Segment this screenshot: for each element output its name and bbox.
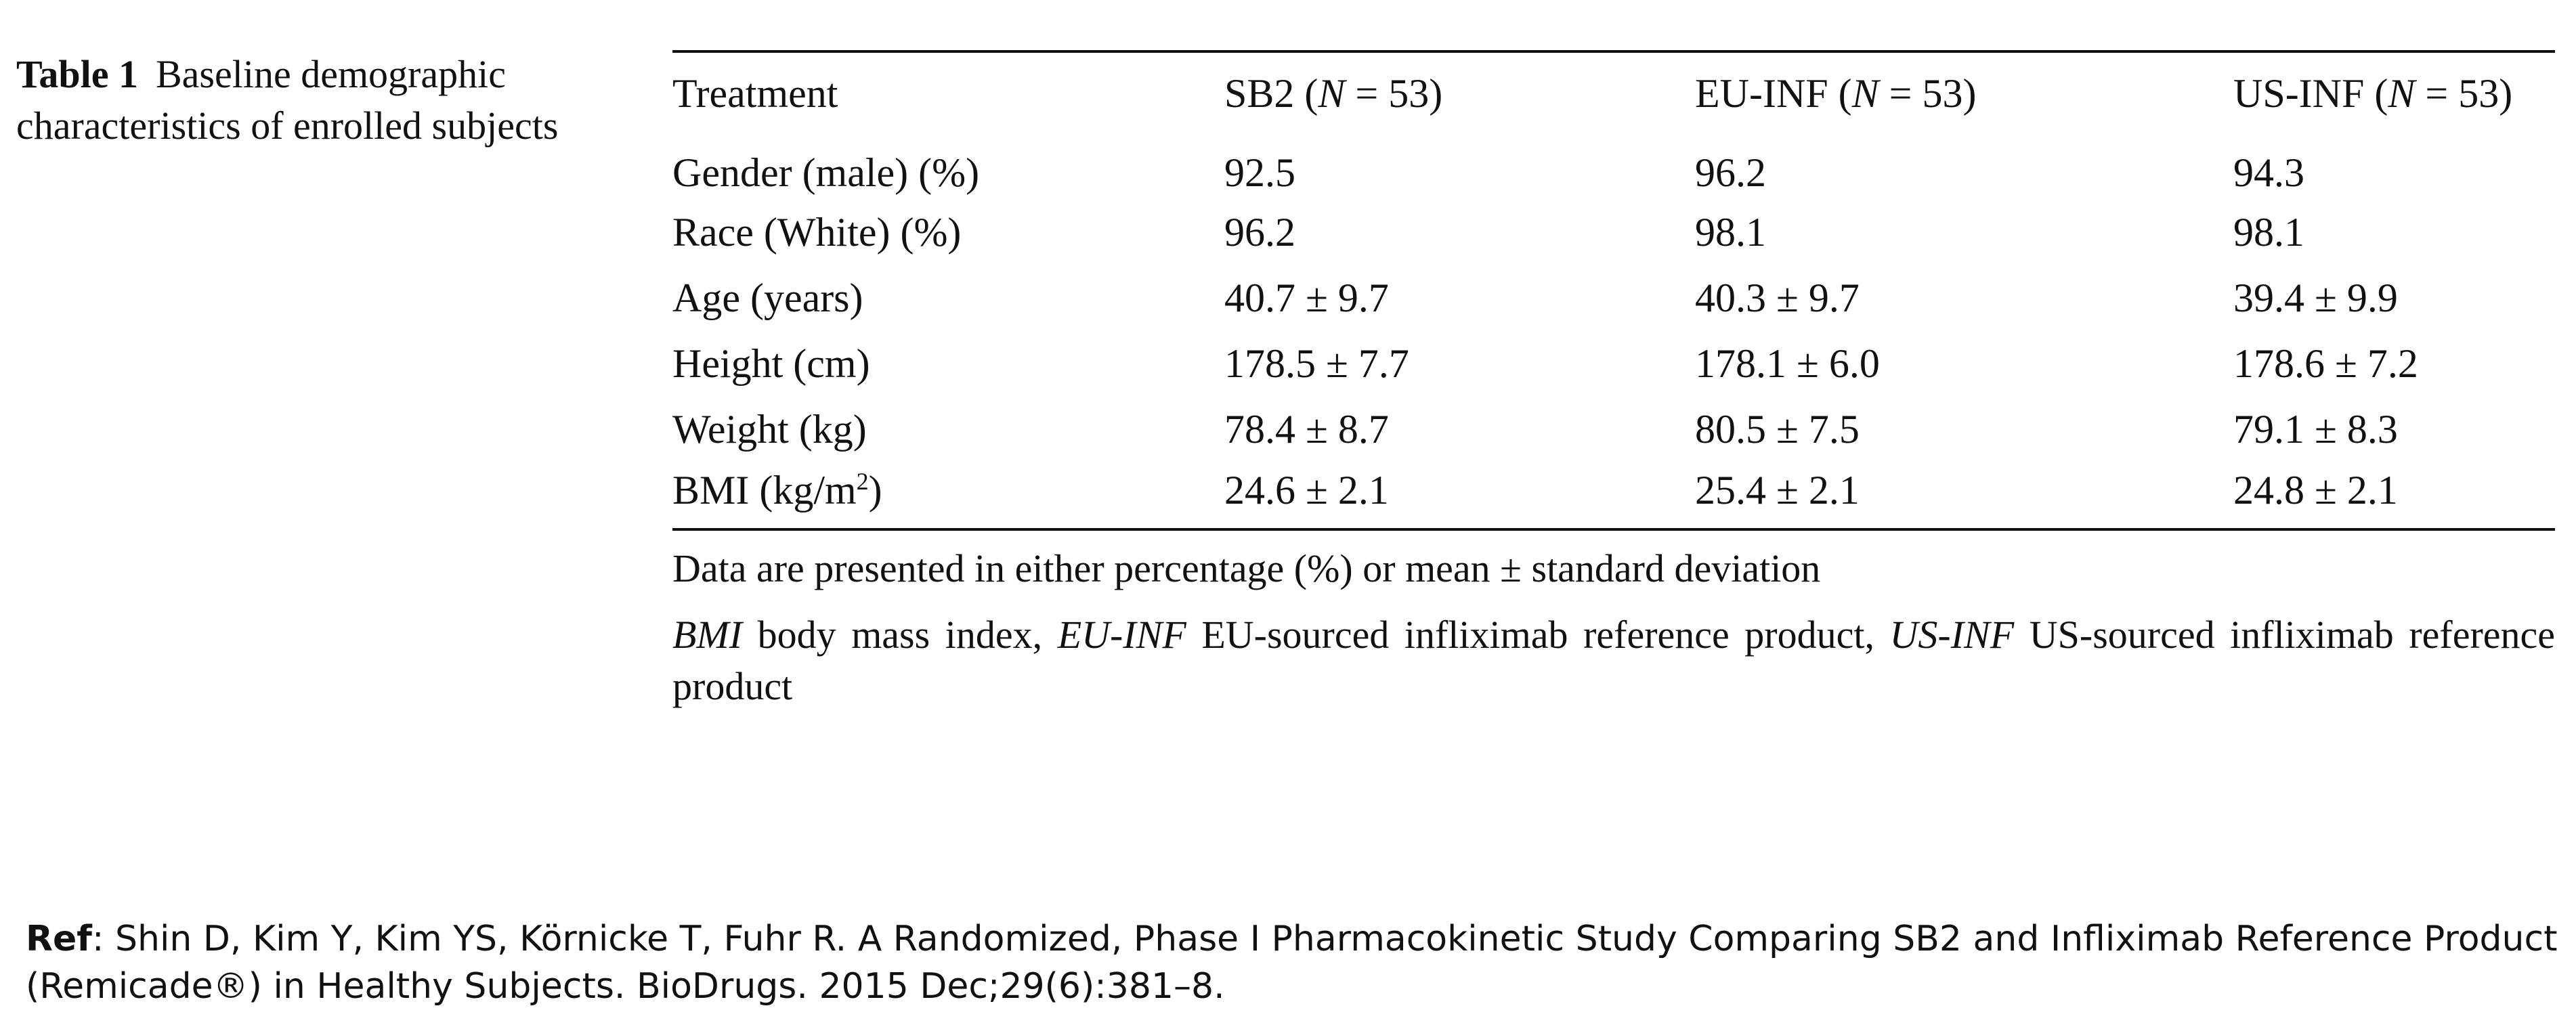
table-cell: 40.3 ± 9.7 [1695, 276, 1860, 320]
table-cell: 98.1 [1695, 210, 1766, 255]
table-row: Race (White) (%) 96.2 98.1 98.1 [672, 200, 2555, 265]
table-top-rule [672, 50, 2555, 53]
table-cell: 24.6 ± 2.1 [1224, 468, 1389, 512]
row-label: BMI (kg/m2) [672, 468, 882, 512]
table-caption-label: Table 1 [16, 52, 138, 96]
reference-citation: Ref: Shin D, Kim Y, Kim YS, Körnicke T, … [26, 915, 2558, 1010]
reference-text: : Shin D, Kim Y, Kim YS, Körnicke T, Fuh… [26, 919, 2558, 1007]
table-cell: 79.1 ± 8.3 [2233, 407, 2398, 452]
table-container: Treatment SB2 (N = 53) EU-INF (N = 53) U… [672, 50, 2555, 727]
header-eu-inf: EU-INF (N = 53) [1695, 70, 1977, 116]
table-body: Gender (male) (%) 92.5 96.2 94.3 Race (White… [672, 134, 2555, 528]
row-label: Race (White) (%) [672, 210, 962, 255]
demographics-table: Treatment SB2 (N = 53) EU-INF (N = 53) U… [672, 53, 2555, 528]
abbreviation-note: BMI body mass index, EU-INF EU-sourced i… [672, 613, 2556, 708]
header-sb2: SB2 (N = 53) [1224, 70, 1443, 116]
row-label: Height (cm) [672, 341, 870, 386]
reference-label: Ref [26, 919, 92, 959]
table-cell: 96.2 [1224, 210, 1295, 255]
row-label: Gender (male) (%) [672, 150, 980, 195]
table-header-row: Treatment SB2 (N = 53) EU-INF (N = 53) U… [672, 53, 2555, 134]
data-note: Data are presented in either percentage … [672, 546, 1821, 590]
table-caption: Table 1 Baseline demographic characterist… [16, 49, 626, 152]
table-cell: 25.4 ± 2.1 [1695, 468, 1860, 512]
table-notes: Data are presented in either percentage … [672, 543, 2555, 712]
table-cell: 178.6 ± 7.2 [2233, 341, 2418, 386]
table-cell: 98.1 [2233, 210, 2304, 255]
abbr-us-inf: US-INF [1889, 613, 2015, 657]
header-treatment: Treatment [672, 70, 838, 116]
table-cell: 40.7 ± 9.7 [1224, 276, 1389, 320]
table-caption-text: Baseline demographic characteristics of … [16, 52, 559, 148]
abbr-eu-inf: EU-INF [1057, 613, 1186, 657]
abbr-bmi: BMI [672, 613, 743, 657]
table-bottom-rule [672, 528, 2555, 531]
header-us-inf: US-INF (N = 53) [2233, 70, 2513, 116]
table-row: Gender (male) (%) 92.5 96.2 94.3 [672, 134, 2555, 200]
table-cell: 24.8 ± 2.1 [2233, 468, 2398, 512]
table-cell: 78.4 ± 8.7 [1224, 407, 1389, 452]
table-row: Weight (kg) 78.4 ± 8.7 80.5 ± 7.5 79.1 ± 8.… [672, 397, 2555, 462]
table-cell: 92.5 [1224, 150, 1295, 195]
table-cell: 94.3 [2233, 150, 2304, 195]
table-cell: 178.1 ± 6.0 [1695, 341, 1880, 386]
table-row: Age (years) 40.7 ± 9.7 40.3 ± 9.7 39.4 ± 9.… [672, 265, 2555, 331]
table-row: BMI (kg/m2) 24.6 ± 2.1 25.4 ± 2.1 24.8 ± 2.… [672, 462, 2555, 528]
row-label: Weight (kg) [672, 407, 867, 452]
table-row: Height (cm) 178.5 ± 7.7 178.1 ± 6.0 178.6 ±… [672, 331, 2555, 397]
row-label: Age (years) [672, 276, 863, 320]
table-cell: 39.4 ± 9.9 [2233, 276, 2398, 320]
table-cell: 178.5 ± 7.7 [1224, 341, 1409, 386]
table-cell: 80.5 ± 7.5 [1695, 407, 1860, 452]
table-cell: 96.2 [1695, 150, 1766, 195]
